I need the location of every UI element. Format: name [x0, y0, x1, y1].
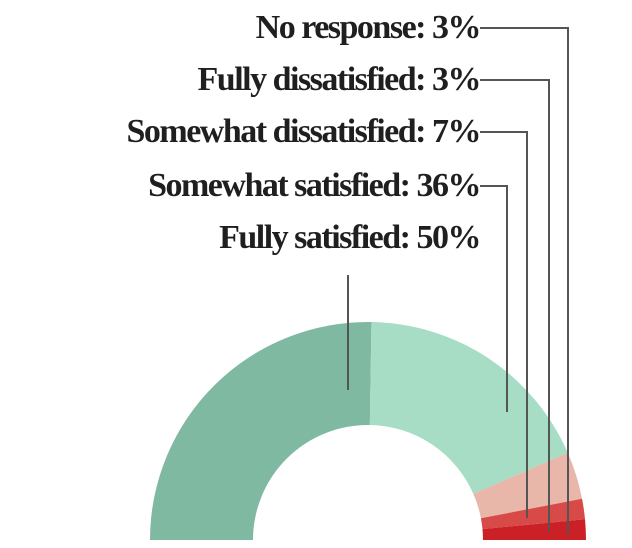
label-somewhat-satisfied: Somewhat satisfied: 36% — [148, 167, 480, 204]
slice-no-response — [482, 519, 586, 540]
leader-line-no-response — [480, 27, 569, 535]
slice-fully-satisfied — [150, 322, 372, 540]
leader-line-fully-dissatisfied — [480, 79, 550, 532]
label-somewhat-dissatisfied: Somewhat dissatisfied: 7% — [126, 113, 480, 150]
chart-labels: No response: 3% Fully dissatisfied: 3% Som… — [126, 9, 481, 256]
label-no-response: No response: 3% — [256, 9, 480, 46]
label-fully-dissatisfied: Fully dissatisfied: 3% — [198, 61, 480, 98]
label-fully-satisfied: Fully satisfied: 50% — [219, 219, 480, 256]
slice-somewhat-satisfied — [369, 322, 568, 494]
leader-line-somewhat-satisfied — [480, 185, 508, 412]
leader-line-somewhat-dissatisfied — [480, 131, 528, 518]
chart-slices — [150, 322, 586, 540]
chart-leader-lines — [347, 27, 569, 535]
slice-fully-dissatisfied — [480, 498, 586, 530]
